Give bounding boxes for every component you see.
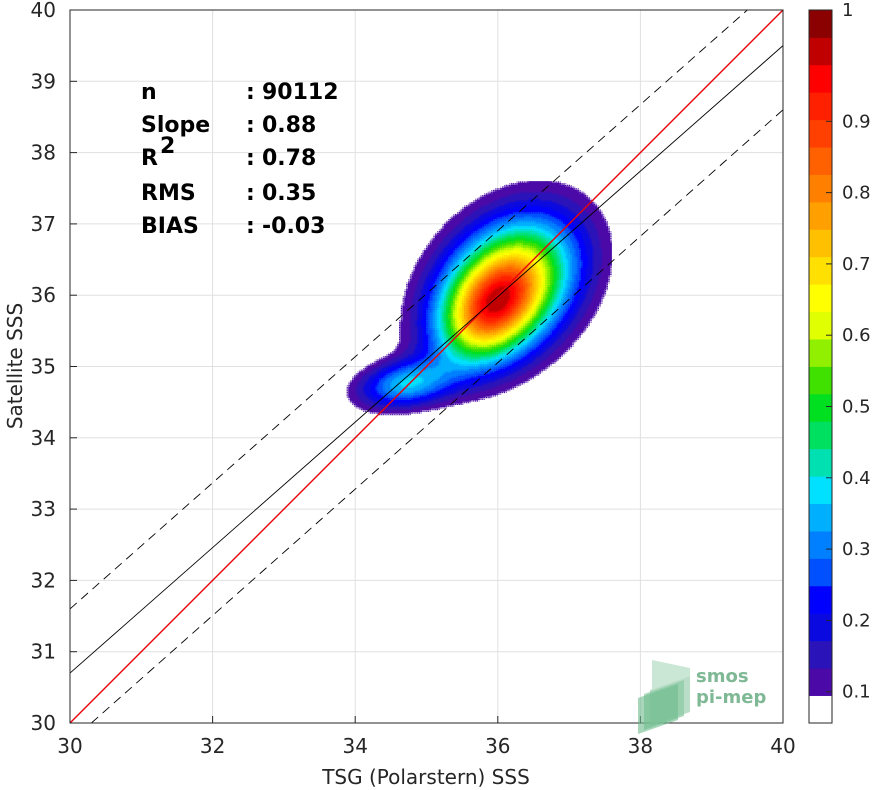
colorbar-tick-label: 0.2 [842,610,871,631]
colorbar-tick-label: 1 [842,0,853,21]
density-level-24 [485,285,511,313]
stat-separator: : [246,80,255,105]
colorbar-tick-label: 0.6 [842,325,871,346]
colorbar-tick-label: 0.4 [842,468,871,489]
stat-separator: : [246,146,255,171]
x-axis-label: TSG (Polarstern) SSS [321,765,530,789]
colorbar-segment [809,10,832,38]
wave-layers-icon [638,660,690,734]
x-tick-label: 36 [485,734,510,758]
stat-value: -0.03 [262,214,325,239]
stat-label: R [141,146,158,171]
fit-line [70,45,783,674]
y-tick-label: 33 [31,497,56,521]
colorbar-segment [809,585,832,614]
stat-value: 0.78 [262,146,316,171]
y-tick-label: 32 [31,568,56,592]
y-tick-label: 38 [31,141,56,165]
colorbar-tick-label: 0.7 [842,254,871,275]
y-axis-label: Satellite SSS [3,303,27,429]
colorbar-segment [809,119,832,148]
colorbar-segment [809,640,832,669]
colorbar-segment [809,531,832,559]
y-tick-label: 31 [31,640,56,664]
x-tick-label: 38 [628,734,653,758]
stat-separator: : [246,113,255,138]
colorbar: 0.1 0.2 0.3 0.4 0.5 0.6 0.7 0.8 0.9 1 [808,0,871,724]
colorbar-segment [809,558,832,587]
colorbar-tick-label: 0.5 [842,397,871,418]
colorbar-segment [809,64,832,93]
stat-separator: : [246,181,255,206]
colorbar-segment [809,311,832,340]
y-tick-label: 30 [31,711,56,735]
x-axis-ticks: 30 32 34 36 38 40 [57,716,796,758]
colorbar-segment [809,393,832,422]
y-tick-label: 34 [31,426,56,450]
x-tick-label: 32 [200,734,225,758]
colorbar-segment [809,695,832,724]
colorbar-segment [809,339,832,367]
colorbar-segment [809,284,832,313]
colorbar-segment [809,366,832,395]
y-tick-label: 35 [31,355,56,379]
colorbar-segment [809,668,832,696]
colorbar-segment [809,147,832,175]
colorbar-segment [809,37,832,66]
stat-value: 90112 [262,80,339,105]
colorbar-segment [809,503,832,532]
x-tick-label: 34 [342,734,367,758]
colorbar-segment [809,201,832,230]
x-tick-label: 40 [770,734,795,758]
stat-label: n [141,80,157,105]
upper-bound-line [70,10,748,610]
lower-bound-line [91,109,783,723]
logo-line-2: pi-mep [696,687,766,708]
identity-line [70,10,783,723]
colorbar-tick-label: 0.8 [842,183,871,204]
colorbar-segment [809,476,832,505]
stat-label: BIAS [141,214,199,239]
colorbar-frame [808,9,833,724]
colorbar-segment [809,256,832,285]
x-tick-label: 30 [57,734,82,758]
stat-separator: : [246,214,255,239]
stat-label: Slope [141,113,210,138]
stat-value: 0.35 [262,181,316,206]
stat-value: 0.88 [262,113,316,138]
y-tick-label: 37 [31,212,56,236]
y-tick-label: 36 [31,283,56,307]
colorbar-tick-label: 0.1 [842,682,871,703]
colorbar-segment [809,613,832,642]
grid-lines [69,9,784,724]
colorbar-segment [809,421,832,450]
colorbar-segment [809,174,832,203]
colorbar-tick-label: 0.3 [842,539,871,560]
y-tick-label: 40 [31,0,56,22]
y-tick-label: 39 [31,69,56,93]
stat-label: RMS [141,181,196,206]
colorbar-segment [809,448,832,477]
smos-pimep-logo: smos pi-mep [638,660,766,734]
stat-label-superscript: 2 [160,134,175,159]
y-axis-ticks: 30 31 32 33 34 35 36 37 38 39 40 [31,0,77,735]
colorbar-segment [809,92,832,121]
colorbar-segment [809,229,832,258]
logo-line-1: smos [696,666,749,687]
reference-lines [70,10,783,723]
colorbar-tick-label: 0.9 [842,111,871,132]
density-contours [346,181,612,416]
